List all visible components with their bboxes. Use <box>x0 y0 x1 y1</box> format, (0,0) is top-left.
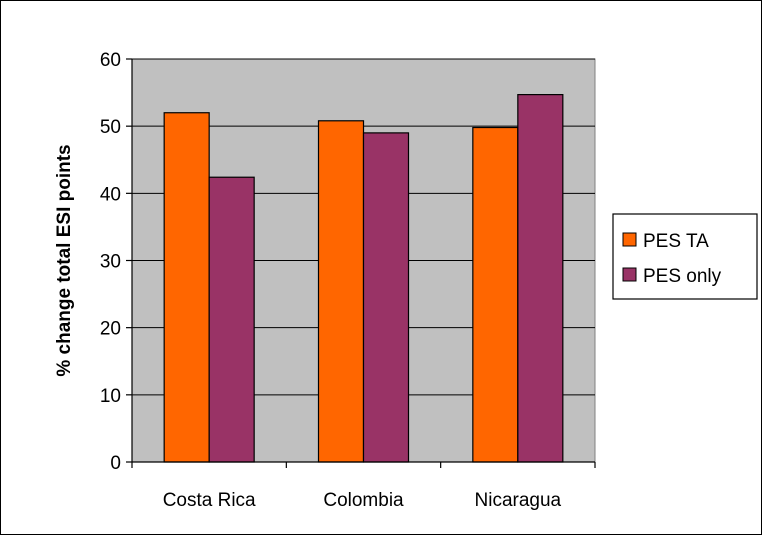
x-tick-label: Colombia <box>323 490 404 511</box>
bar-pes-only-costa-rica <box>208 176 255 463</box>
bar-pes-ta-colombia <box>317 120 365 463</box>
y-tick-label: 0 <box>110 453 121 474</box>
y-axis-label: % change total ESI points <box>54 144 75 376</box>
y-tick-label: 10 <box>100 386 121 407</box>
bars <box>163 93 564 463</box>
bar-pes-only-nicaragua <box>517 93 564 463</box>
bar-pes-ta-costa-rica <box>163 112 210 463</box>
y-tick-label: 50 <box>100 117 121 138</box>
legend-label: PES only <box>643 266 722 287</box>
legend-box <box>612 213 758 300</box>
bar-pes-only-colombia <box>362 132 410 463</box>
x-tick-label: Nicaragua <box>475 490 562 511</box>
legend-label: PES TA <box>643 231 709 252</box>
legend-swatch <box>622 267 637 282</box>
y-axis-ticks: 0 10 20 30 40 50 60 <box>100 50 132 474</box>
y-tick-label: 30 <box>100 252 121 273</box>
legend: PES TA PES only <box>612 213 758 300</box>
y-tick-label: 40 <box>100 184 121 205</box>
x-axis-ticks: Costa Rica Colombia Nicaragua <box>131 462 596 511</box>
y-tick-label: 60 <box>100 50 121 71</box>
y-tick-label: 20 <box>100 319 121 340</box>
legend-swatch <box>622 232 637 247</box>
x-tick-label: Costa Rica <box>163 490 256 511</box>
bar-pes-ta-nicaragua <box>472 126 519 463</box>
